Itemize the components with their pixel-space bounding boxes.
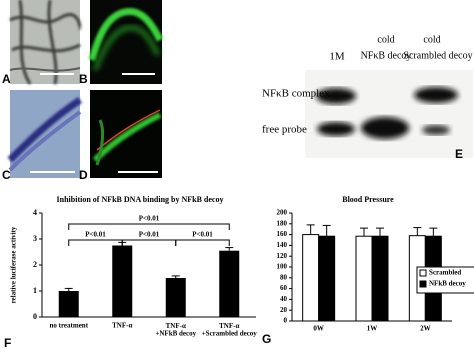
y-tick-label: 80 bbox=[280, 273, 288, 281]
y-tick-label: 60 bbox=[280, 284, 288, 292]
annotation: P<0.01 bbox=[139, 215, 160, 223]
x-tick-label: no treatment bbox=[49, 322, 88, 330]
gel-lane-label: cold bbox=[423, 34, 440, 45]
y-tick-label: 120 bbox=[277, 252, 288, 260]
gel-lane-label: Scrambled decoy bbox=[403, 50, 472, 61]
y-tick-label: 160 bbox=[277, 230, 288, 238]
panel-label: F bbox=[4, 336, 11, 350]
bar bbox=[219, 250, 240, 317]
significance-bracket bbox=[68, 223, 230, 230]
micrograph-d bbox=[90, 90, 162, 178]
annotation: P<0.01 bbox=[85, 231, 106, 239]
y-tick-label: 140 bbox=[277, 241, 288, 249]
bar bbox=[58, 291, 79, 317]
panel-label: B bbox=[79, 72, 88, 86]
legend-swatch bbox=[419, 280, 427, 288]
gel-row-label: free probe bbox=[262, 124, 307, 136]
gel-lane-label: NFκB decoy bbox=[361, 50, 412, 61]
y-tick-label: 40 bbox=[280, 295, 288, 303]
chart-title: Inhibition of NFkB DNA binding by NFkB d… bbox=[57, 195, 224, 204]
y-tick-label: 180 bbox=[277, 219, 288, 227]
micrograph-b bbox=[88, 0, 164, 84]
y-tick-label: 0 bbox=[33, 312, 37, 321]
bar bbox=[318, 235, 336, 322]
x-tick-label: TNF-α bbox=[112, 322, 132, 330]
annotation: P<0.01 bbox=[192, 231, 213, 239]
panel-label: G bbox=[262, 332, 271, 346]
legend-label: NFkB decoy bbox=[429, 280, 466, 288]
y-tick-label: 100 bbox=[277, 263, 288, 271]
bar bbox=[302, 234, 320, 322]
gel-lane-label: 1M bbox=[329, 51, 345, 63]
y-tick-label: 0 bbox=[284, 317, 288, 325]
panel-label: D bbox=[79, 168, 88, 182]
gel-image bbox=[305, 70, 473, 158]
y-axis-label: relative luciferase activity bbox=[10, 226, 18, 303]
significance-bracket bbox=[175, 239, 230, 246]
significance-bracket bbox=[68, 239, 123, 246]
bar bbox=[112, 245, 133, 317]
x-tick-label: 0W bbox=[313, 325, 324, 333]
legend-label: Scrambled bbox=[429, 269, 461, 277]
x-tick-label: TNF-α +Scrambled decoy bbox=[202, 322, 258, 338]
panel-label: C bbox=[2, 168, 11, 182]
y-tick-label: 200 bbox=[277, 209, 288, 217]
y-tick-label: 4 bbox=[33, 208, 37, 217]
bar bbox=[371, 235, 389, 322]
legend-swatch bbox=[419, 269, 427, 277]
gel-lane-label: cold bbox=[377, 34, 394, 45]
gel-row-label: NFκB complex bbox=[262, 88, 330, 100]
panel-label: A bbox=[2, 72, 11, 86]
x-tick-label: TNF-α +NFkB decoy bbox=[155, 322, 196, 338]
y-tick-label: 20 bbox=[280, 306, 288, 314]
micrograph-a bbox=[9, 0, 82, 85]
bar bbox=[355, 235, 373, 322]
y-tick-label: 3 bbox=[33, 234, 37, 243]
micrograph-c bbox=[7, 90, 82, 178]
annotation: P<0.01 bbox=[139, 231, 160, 239]
significance-bracket bbox=[121, 239, 177, 246]
x-tick-label: 2W bbox=[420, 325, 431, 333]
bar bbox=[165, 278, 186, 317]
y-tick-label: 1 bbox=[33, 286, 37, 295]
panel-label: E bbox=[455, 147, 463, 161]
y-tick-label: 2 bbox=[33, 260, 37, 269]
x-tick-label: 1W bbox=[367, 325, 378, 333]
chart-title: Blood Pressure bbox=[342, 195, 394, 204]
